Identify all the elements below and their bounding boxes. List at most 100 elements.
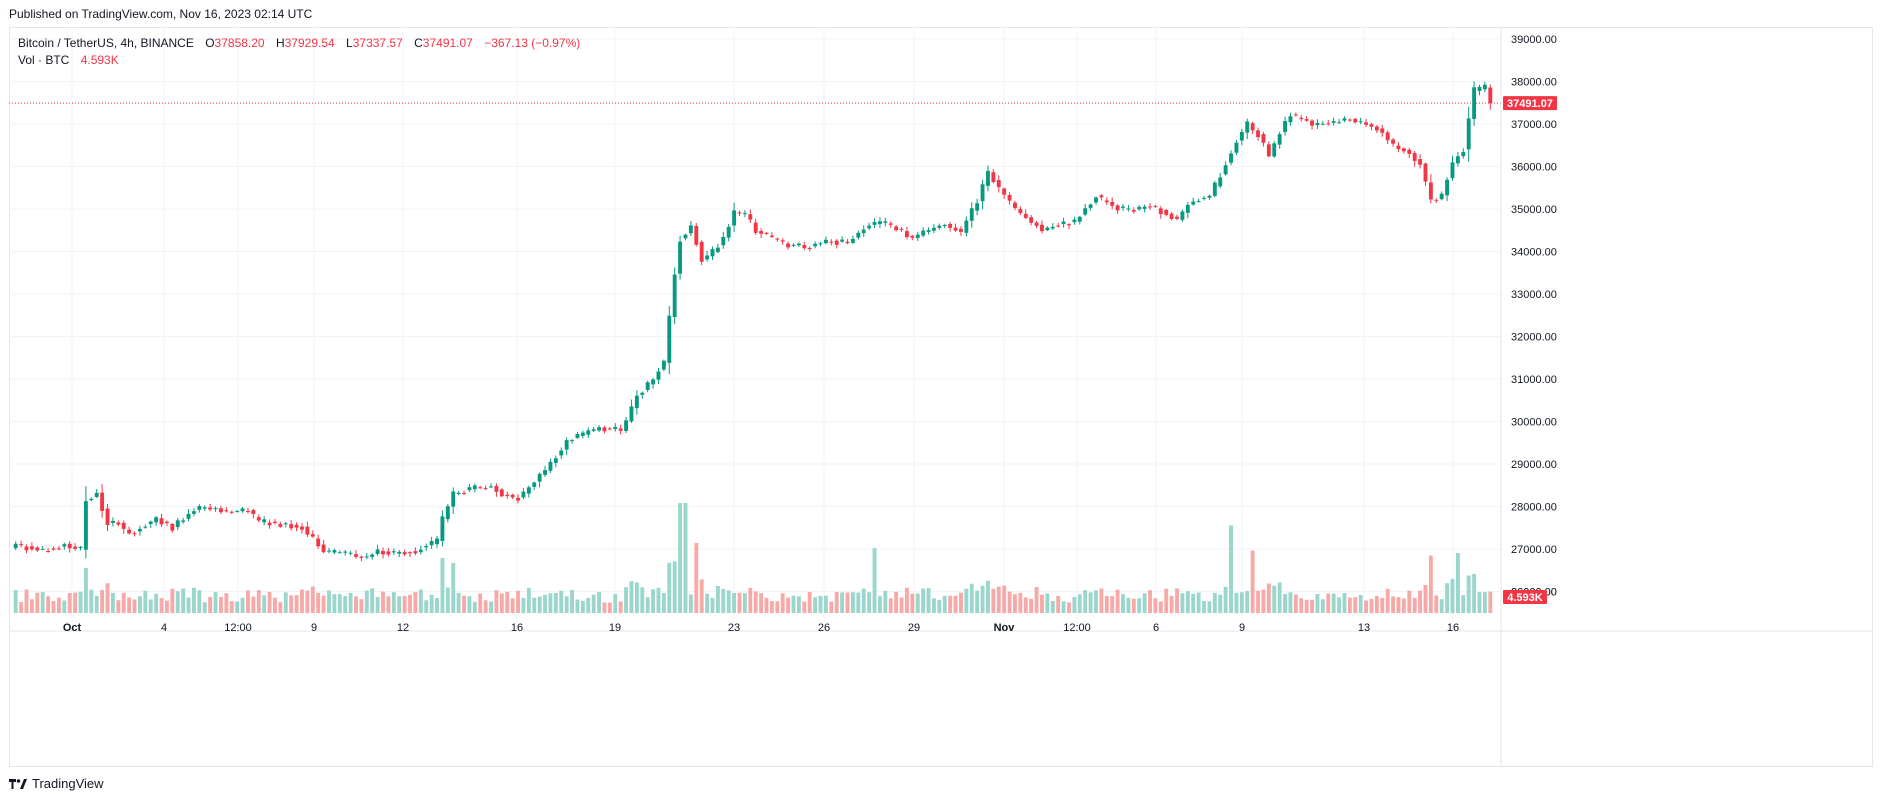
tradingview-brand[interactable]: TradingView	[9, 776, 104, 791]
candle-body	[1137, 206, 1142, 210]
volume-bar	[1342, 593, 1347, 613]
grid	[9, 27, 1501, 631]
candle-body	[489, 486, 493, 488]
volume-bar	[802, 601, 807, 613]
volume-bar	[327, 590, 331, 613]
candle-body	[364, 556, 369, 558]
volume-bar	[1056, 595, 1061, 613]
published-caption: Published on TradingView.com, Nov 16, 20…	[9, 7, 313, 21]
price-axis[interactable]: 39000.00 38000.00 37000.00 36000.00 35000.00…	[1511, 34, 1557, 599]
candle-body	[526, 487, 531, 494]
candle-body	[127, 529, 132, 534]
time-tick-label: 26	[818, 622, 830, 634]
volume-bar	[1461, 595, 1466, 613]
volume-bar	[1061, 601, 1066, 613]
candle-body	[1434, 199, 1439, 201]
volume-label[interactable]: Vol · BTC	[18, 53, 70, 67]
candle-body	[1412, 153, 1417, 161]
volume-bar	[786, 597, 791, 613]
candle-body	[413, 551, 418, 554]
volume-bar	[1331, 593, 1336, 613]
candle-body	[861, 229, 866, 234]
volume-bar	[1153, 598, 1158, 613]
tradingview-logo-icon	[9, 778, 27, 789]
volume-bar	[780, 593, 785, 613]
volume-bar	[910, 593, 915, 613]
symbol-title[interactable]: Bitcoin / TetherUS, 4h, BINANCE	[18, 36, 194, 50]
volume-bar	[40, 592, 45, 613]
volume-bar	[607, 602, 612, 613]
volume-bar	[1396, 597, 1401, 613]
volume-bar	[651, 589, 656, 613]
volume-bar	[148, 599, 153, 613]
candle-body	[877, 221, 882, 225]
candle-body	[996, 180, 1001, 188]
volume-bar	[737, 592, 742, 613]
candle-body	[1229, 153, 1233, 163]
candle-body	[56, 548, 61, 550]
volume-bar	[418, 589, 423, 613]
candle-body	[1196, 201, 1201, 203]
candle-body	[516, 497, 520, 501]
volume-bar	[823, 595, 828, 613]
volume-bar	[1158, 601, 1163, 613]
time-tick-label: Oct	[63, 622, 82, 634]
volume-bar	[1293, 594, 1298, 613]
volume-bar	[602, 602, 607, 613]
time-tick-label: 16	[1447, 622, 1459, 634]
time-tick-label: 13	[1358, 622, 1370, 634]
candle-body	[316, 538, 321, 547]
brand-name: TradingView	[32, 776, 104, 791]
candle-body	[67, 543, 72, 549]
candle-body	[1110, 201, 1115, 206]
candle-body	[35, 547, 40, 551]
volume-bar	[667, 562, 672, 613]
candle-body	[494, 485, 499, 492]
candle-body	[1126, 208, 1131, 210]
candle-body	[1007, 195, 1012, 201]
candle-body	[321, 544, 326, 553]
volume-bar	[1466, 575, 1471, 613]
time-tick-label: 4	[161, 622, 167, 634]
candle-body	[894, 226, 899, 231]
candle-body	[1455, 156, 1460, 164]
candle-body	[1347, 119, 1352, 121]
volume-bar	[699, 579, 704, 613]
volume-bar	[1018, 592, 1023, 613]
volume-bar	[1288, 592, 1293, 613]
change-value: −367.13 (−0.97%)	[484, 36, 581, 50]
volume-bar	[1439, 599, 1444, 613]
volume-bar	[553, 592, 558, 613]
volume-bar	[1245, 590, 1250, 613]
candle-body	[1180, 211, 1185, 220]
volume-bar	[1412, 597, 1417, 613]
candle-body	[175, 520, 180, 528]
volume-bar	[624, 587, 629, 613]
candle-body	[181, 520, 186, 522]
candlesticks	[13, 81, 1493, 562]
volume-bar	[1385, 588, 1390, 613]
volume-bar	[1175, 588, 1179, 613]
volume-bar	[1040, 594, 1044, 613]
volume-bar	[456, 592, 461, 613]
price-chart[interactable]: 39000.00 38000.00 37000.00 36000.00 35000.00…	[9, 27, 1873, 767]
candle-body	[1018, 209, 1023, 214]
candle-body	[1169, 213, 1174, 219]
candle-body	[478, 487, 483, 489]
candle-body	[1185, 204, 1190, 213]
candle-body	[1045, 227, 1050, 231]
candle-body	[1380, 128, 1385, 133]
price-tick-label: 30000.00	[1511, 417, 1557, 429]
volume-bar	[1369, 598, 1374, 613]
candle-body	[688, 225, 693, 234]
volume-bar	[391, 592, 396, 613]
volume-bar	[186, 597, 191, 613]
price-tick-label: 34000.00	[1511, 247, 1557, 259]
volume-bar	[532, 597, 537, 613]
candle-body	[46, 551, 51, 553]
candle-body	[856, 232, 861, 238]
price-tick-label: 39000.00	[1511, 34, 1557, 46]
candle-body	[1175, 216, 1179, 219]
volume-bar	[683, 503, 688, 613]
time-axis[interactable]: Oct 4 12:00 9 12 16 19 23 26 29 Nov 12:00 6 9 13 16	[9, 27, 1873, 767]
